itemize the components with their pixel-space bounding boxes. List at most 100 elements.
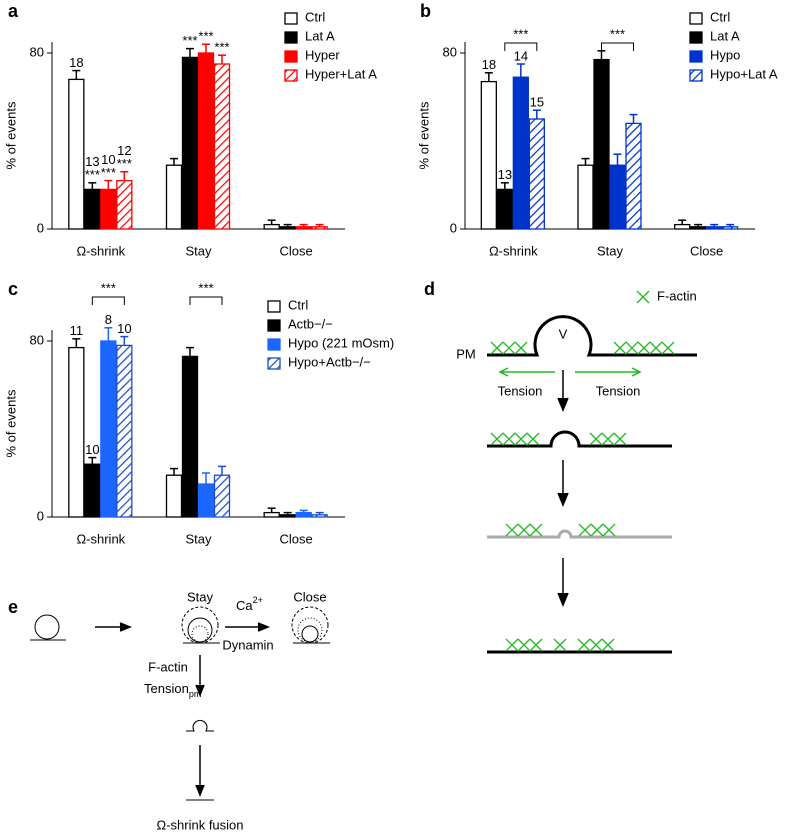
significance: *** [117, 156, 132, 171]
bar [625, 122, 642, 230]
legend-label: Hypo+Actb−/− [288, 354, 371, 369]
bracket [189, 296, 223, 305]
tension-label: Tension [596, 383, 641, 398]
actin-cross [529, 638, 543, 652]
actin-cross [526, 432, 540, 446]
sample-size: 10 [85, 442, 99, 457]
legend-label: Hypo [710, 47, 740, 62]
actin-cross [590, 523, 604, 537]
actin-cross [601, 432, 615, 446]
bar [593, 58, 610, 230]
sample-size: 12 [117, 143, 131, 158]
actin-cross [637, 341, 651, 355]
x-tick-label: Close [280, 531, 313, 546]
significance: *** [214, 40, 229, 55]
sample-size: 13 [498, 167, 512, 182]
legend-swatch [284, 50, 298, 63]
bracket [91, 296, 125, 305]
actin-cross [529, 523, 543, 537]
bracket [504, 42, 538, 51]
vesicle [187, 617, 213, 643]
legend-swatch [267, 338, 281, 351]
actin-cross [636, 290, 650, 304]
bar [197, 483, 215, 518]
legend-label: Lat A [710, 28, 740, 43]
vesicle [297, 617, 323, 643]
legend-swatch [284, 12, 298, 25]
dynamin-label: Dynamin [222, 637, 273, 652]
x-tick-label: Close [280, 243, 313, 258]
actin-cross [514, 341, 528, 355]
actin-cross [613, 341, 627, 355]
significance: *** [198, 29, 213, 44]
bar [181, 355, 199, 518]
actin-cross [505, 638, 519, 652]
y-tick-label: 0 [37, 508, 44, 523]
actin-cross [649, 341, 663, 355]
tension-arrows [498, 367, 642, 377]
chart: c % of events 0 80 11 Ctrl 10 Actb−/− 8 Hypo (221… [3, 279, 394, 547]
actin-cross [602, 523, 616, 537]
bar [181, 56, 199, 230]
x-tick-label: Stay [185, 531, 212, 546]
bar [279, 514, 296, 518]
actin-cross [517, 523, 531, 537]
x-tick-label: Ω-shrink [76, 531, 125, 546]
arrows [557, 370, 569, 607]
significance: *** [85, 167, 100, 182]
legend-label: Ctrl [305, 9, 325, 24]
y-tick-label: 80 [30, 44, 44, 59]
pm-label: PM [456, 346, 476, 361]
stay-label: Stay [187, 589, 214, 604]
arrow [195, 655, 205, 698]
bar [674, 223, 691, 230]
bar [100, 188, 117, 230]
ca-charge: 2+ [253, 595, 263, 605]
bar [165, 164, 183, 230]
panel-label: b [420, 1, 431, 21]
membrane [487, 529, 672, 539]
sample-size: 10 [101, 152, 115, 167]
actin-cross [490, 432, 504, 446]
bar [690, 226, 707, 230]
bracket-label: *** [198, 280, 213, 295]
x-tick-label: Close [690, 243, 723, 258]
y-axis-label: % of events [3, 389, 18, 457]
sample-size: 18 [69, 55, 83, 70]
legend-text: F-actin [657, 288, 697, 303]
bar [263, 223, 280, 230]
y-axis-label: % of events [3, 101, 18, 169]
actin-cross [517, 638, 531, 652]
actin-cross [577, 638, 591, 652]
bar [68, 346, 85, 518]
bar [311, 226, 328, 230]
legend-label: Hyper+Lat A [305, 66, 377, 81]
bar [197, 52, 215, 230]
actin-cross [601, 638, 615, 652]
legend-label: Hyper [305, 47, 340, 62]
bar [480, 80, 497, 230]
sample-size: 8 [105, 312, 112, 327]
diagram-d: d F-actin PM V Tension Tension [424, 279, 697, 654]
arrow [95, 622, 133, 632]
ca-text: Ca [236, 598, 253, 613]
legend-label: Actb−/− [288, 316, 333, 331]
y-tick-label: 0 [37, 220, 44, 235]
panel-label: d [424, 279, 435, 299]
legend-swatch [267, 319, 281, 332]
actin-cross [490, 341, 504, 355]
bar [116, 179, 133, 230]
panel-label: a [8, 1, 19, 21]
y-tick-label: 80 [443, 44, 457, 59]
x-tick-label: Stay [185, 243, 212, 258]
factin-label: F-actin [148, 659, 188, 674]
bar [213, 63, 231, 230]
panel-label: e [8, 597, 18, 617]
significance: *** [101, 165, 116, 180]
bar [722, 226, 739, 230]
vesicle [34, 614, 60, 640]
legend-label: Lat A [305, 28, 335, 43]
legend-swatch [689, 50, 703, 63]
